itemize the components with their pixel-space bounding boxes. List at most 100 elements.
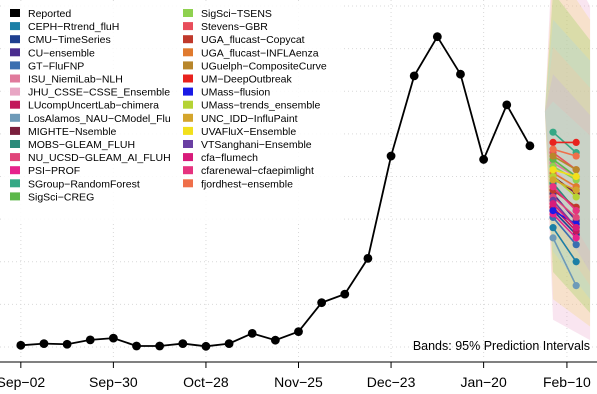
reported-point bbox=[178, 339, 188, 348]
legend-label: UVAFluX−Ensemble bbox=[201, 126, 296, 138]
legend-entry: NU_UCSD−GLEAM_AI_FLUH bbox=[10, 152, 171, 164]
forecast-series bbox=[549, 145, 580, 160]
forecast-point bbox=[549, 234, 557, 242]
legend-label: CMU−TimeSeries bbox=[28, 34, 111, 46]
legend-swatch bbox=[10, 113, 20, 122]
legend-swatch bbox=[183, 9, 193, 17]
reported-point bbox=[409, 71, 419, 81]
forecast-series bbox=[549, 138, 580, 146]
legend-entry: UGA_flucast−INFLAenza bbox=[183, 47, 319, 59]
legend-label: UMass−flusion bbox=[201, 87, 270, 99]
forecast-point bbox=[572, 282, 580, 290]
legend-swatch bbox=[10, 22, 20, 31]
legend-swatch bbox=[183, 179, 193, 188]
legend-swatch bbox=[10, 126, 20, 135]
legend-entry: PSI−PROF bbox=[10, 165, 80, 177]
forecast-point bbox=[549, 176, 557, 184]
legend-entry: CMU−TimeSeries bbox=[10, 34, 111, 46]
legend-swatch bbox=[183, 140, 193, 148]
legend-label: cfarenewal−cfaepimlight bbox=[201, 165, 314, 177]
legend-label: ISU_NiemiLab−NLH bbox=[28, 74, 123, 86]
forecast-line bbox=[552, 186, 577, 212]
reported-point bbox=[363, 253, 373, 263]
legend-label: NU_UCSD−GLEAM_AI_FLUH bbox=[28, 152, 171, 164]
forecast-point bbox=[572, 138, 580, 146]
forecast-point bbox=[572, 241, 580, 249]
forecast-lines bbox=[549, 128, 580, 290]
reported-point bbox=[62, 339, 72, 349]
legend-label: UNC_IDD−InfluPaint bbox=[201, 113, 298, 125]
legend-label: SigSci−CREG bbox=[28, 191, 94, 203]
legend-swatch bbox=[183, 166, 193, 175]
legend-label: PSI−PROF bbox=[28, 165, 80, 177]
legend-swatch bbox=[10, 9, 20, 17]
legend-entry: VTSanghani−Ensemble bbox=[183, 139, 312, 151]
forecast-point bbox=[572, 193, 580, 201]
legend-entry: fjordhest−ensemble bbox=[183, 178, 293, 190]
legend-entry: LUcompUncertLab−chimera bbox=[10, 100, 159, 112]
reported-point bbox=[108, 333, 118, 343]
legend-entry: SigSci−TSENS bbox=[183, 8, 272, 20]
legend-swatch bbox=[10, 61, 20, 70]
legend-swatch bbox=[183, 35, 193, 44]
forecast-point bbox=[572, 186, 580, 194]
legend-swatch bbox=[183, 87, 193, 96]
legend: ReportedCEPH−Rtrend_fluHCMU−TimeSeriesCU… bbox=[2, 3, 342, 221]
legend-swatch bbox=[183, 100, 193, 109]
legend-swatch bbox=[183, 74, 193, 83]
forecast-line bbox=[552, 206, 577, 232]
forecast-line bbox=[552, 227, 577, 263]
legend-label: UGuelph−CompositeCurve bbox=[201, 60, 327, 72]
legend-label: fjordhest−ensemble bbox=[201, 178, 293, 190]
legend-label: CU−ensemble bbox=[28, 47, 95, 59]
legend-swatch bbox=[10, 192, 20, 201]
forecast-point bbox=[572, 172, 580, 181]
legend-label: VTSanghani−Ensemble bbox=[201, 139, 312, 151]
forecast-point bbox=[572, 258, 580, 266]
legend-entry: UM−DeepOutbreak bbox=[183, 74, 293, 86]
legend-entry: UGuelph−CompositeCurve bbox=[183, 60, 327, 72]
legend-swatch bbox=[183, 113, 193, 122]
reported-point bbox=[502, 100, 512, 110]
forecast-point bbox=[549, 224, 557, 232]
forecast-line bbox=[552, 203, 577, 229]
legend-label: UGA_flucast−Copycat bbox=[201, 34, 305, 46]
legend-entry: UMass−trends_ensemble bbox=[183, 100, 321, 112]
forecast-line bbox=[552, 158, 577, 178]
forecast-point bbox=[549, 207, 557, 215]
reported-point bbox=[39, 339, 49, 348]
forecast-point bbox=[549, 138, 557, 146]
forecast-point bbox=[572, 234, 580, 242]
forecast-point bbox=[572, 213, 580, 222]
legend-swatch bbox=[183, 61, 193, 70]
x-tick-label: Sep−02 bbox=[0, 374, 45, 390]
forecast-line bbox=[552, 196, 577, 219]
legend-entry: cfarenewal−cfaepimlight bbox=[183, 165, 314, 177]
legend-swatch bbox=[183, 48, 193, 57]
legend-entry: SGroup−RandomForest bbox=[10, 178, 140, 190]
legend-entry: Stevens−GBR bbox=[183, 21, 268, 33]
forecast-line bbox=[552, 175, 577, 198]
legend-entry: CU−ensemble bbox=[10, 47, 95, 59]
legend-label: MIGHTE−Nsemble bbox=[28, 126, 117, 138]
reported-series bbox=[16, 32, 535, 351]
x-tick-label: Feb−10 bbox=[543, 374, 591, 390]
legend-swatch bbox=[10, 153, 20, 162]
legend-label: UMass−trends_ensemble bbox=[201, 100, 321, 112]
legend-label: cfa−flumech bbox=[201, 152, 258, 164]
legend-entry: JHU_CSSE−CSSE_Ensemble bbox=[10, 87, 170, 99]
legend-label: MOBS−GLEAM_FLUH bbox=[28, 139, 135, 151]
legend-swatch bbox=[10, 35, 20, 44]
reported-point bbox=[132, 341, 141, 351]
legend-entry: cfa−flumech bbox=[183, 152, 258, 164]
reported-point bbox=[386, 151, 396, 161]
x-axis: Sep−02 Sep−30 Oct−28 Nov−25 Dec−23 Jan−20 Feb−… bbox=[0, 361, 597, 390]
reported-point bbox=[224, 339, 234, 348]
forecast-point bbox=[549, 183, 557, 191]
forecast-line bbox=[552, 168, 577, 178]
legend-label: SigSci−TSENS bbox=[201, 8, 272, 20]
x-tick-label: Sep−30 bbox=[89, 374, 138, 390]
x-tick-label: Dec−23 bbox=[367, 374, 416, 390]
reported-point bbox=[16, 340, 26, 350]
